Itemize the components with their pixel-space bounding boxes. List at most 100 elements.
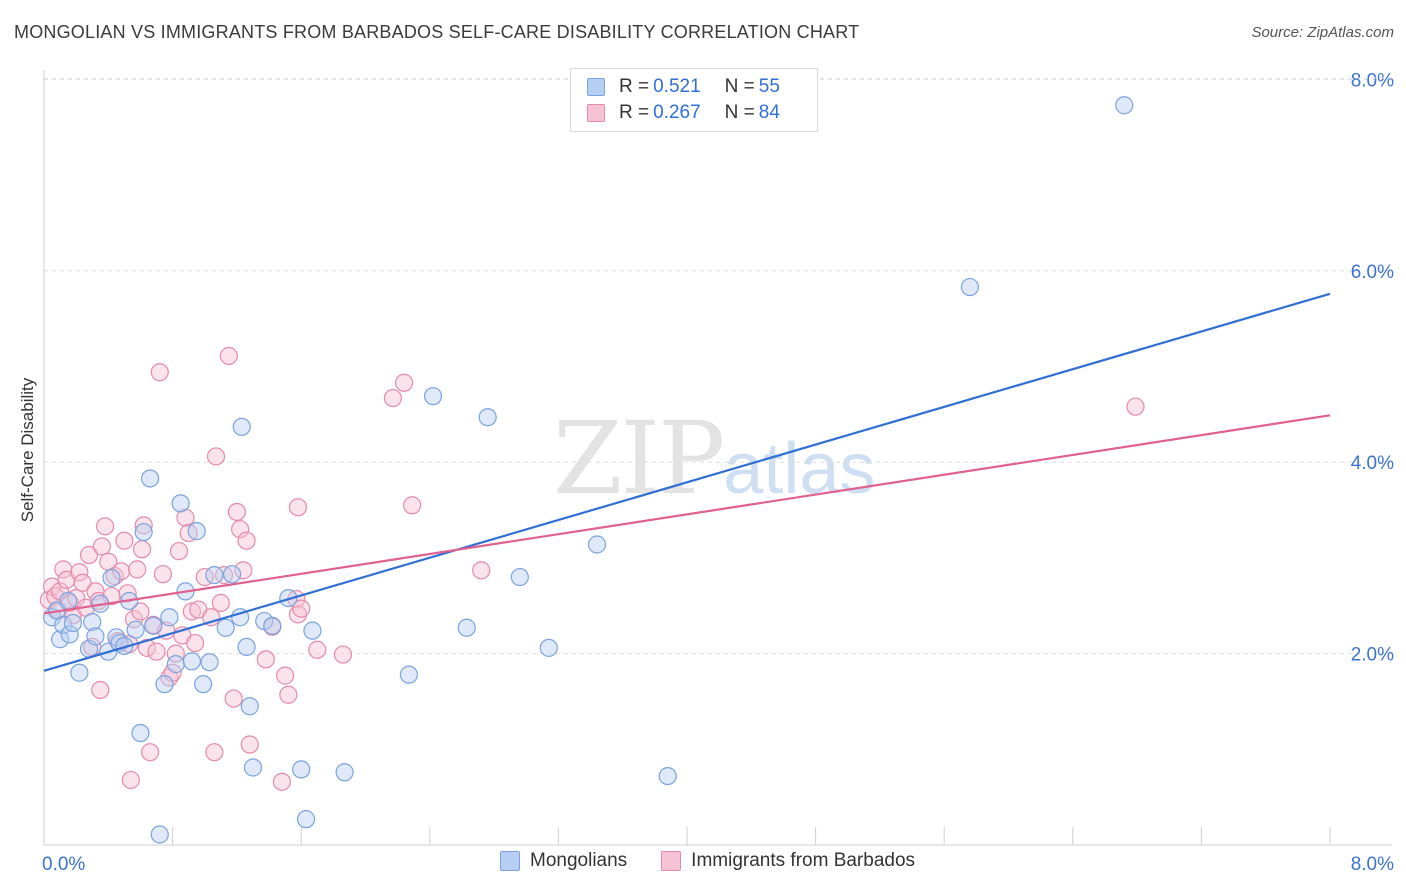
point-barbados bbox=[288, 498, 308, 517]
legend-swatch-blue bbox=[500, 851, 520, 871]
point-barbados bbox=[219, 346, 238, 366]
point-mongolians bbox=[194, 675, 213, 694]
legend-swatch-pink bbox=[587, 104, 605, 122]
point-barbados bbox=[206, 447, 226, 466]
point-mongolians bbox=[263, 616, 282, 635]
watermark-zip: ZIP bbox=[553, 400, 725, 517]
point-mongolians bbox=[83, 612, 102, 632]
point-mongolians bbox=[144, 616, 163, 635]
point-mongolians bbox=[423, 387, 443, 406]
point-mongolians bbox=[134, 522, 153, 542]
x-tick-label: 8.0% bbox=[1351, 854, 1394, 875]
point-mongolians bbox=[292, 760, 311, 779]
y-tick-label: 8.0% bbox=[1351, 70, 1394, 91]
point-mongolians bbox=[131, 723, 150, 743]
point-barbados bbox=[92, 537, 111, 556]
point-barbados bbox=[186, 633, 205, 653]
legend-row-mongolians: R = 0.521 N = 55 bbox=[587, 74, 780, 100]
point-barbados bbox=[132, 540, 152, 559]
legend-swatch-blue bbox=[587, 78, 605, 96]
point-mongolians bbox=[86, 627, 105, 646]
point-mongolians bbox=[240, 697, 259, 716]
r-value-barbados: 0.267 bbox=[653, 102, 701, 123]
point-mongolians bbox=[160, 608, 179, 627]
point-mongolians bbox=[102, 568, 121, 588]
point-mongolians bbox=[140, 469, 160, 488]
point-mongolians bbox=[182, 652, 201, 671]
n-value-mongolians: 55 bbox=[758, 76, 780, 97]
point-barbados bbox=[272, 772, 292, 791]
trendline-mongolians bbox=[43, 292, 1331, 672]
point-barbados bbox=[211, 593, 230, 612]
point-mongolians bbox=[232, 417, 251, 436]
point-mongolians bbox=[658, 766, 677, 786]
r-value-mongolians: 0.521 bbox=[653, 76, 701, 97]
point-barbados bbox=[169, 542, 189, 561]
legend-item-mongolians[interactable]: Mongolians bbox=[500, 850, 627, 872]
point-barbados bbox=[205, 743, 224, 762]
point-barbados bbox=[140, 743, 160, 762]
n-value-barbados: 84 bbox=[758, 102, 780, 123]
point-barbados bbox=[182, 602, 201, 621]
legend-item-barbados[interactable]: Immigrants from Barbados bbox=[661, 850, 915, 872]
point-barbados bbox=[150, 363, 169, 382]
point-barbados bbox=[91, 680, 110, 700]
point-mongolians bbox=[296, 810, 316, 829]
point-barbados bbox=[237, 531, 256, 550]
r-label: R = bbox=[619, 102, 650, 123]
legend-label-mongolians: Mongolians bbox=[530, 850, 628, 871]
trendline-barbados bbox=[43, 414, 1331, 615]
series-legend: Mongolians Immigrants from Barbados bbox=[500, 850, 949, 872]
point-mongolians bbox=[587, 535, 607, 554]
point-barbados bbox=[118, 584, 137, 603]
point-barbados bbox=[292, 599, 311, 618]
point-mongolians bbox=[243, 758, 263, 777]
point-mongolians bbox=[171, 494, 190, 513]
point-mongolians bbox=[303, 621, 322, 640]
point-barbados bbox=[112, 562, 131, 581]
point-mongolians bbox=[335, 763, 354, 782]
n-label: N = bbox=[724, 76, 755, 97]
point-barbados bbox=[79, 545, 99, 565]
y-tick-label: 6.0% bbox=[1351, 262, 1394, 283]
point-mongolians bbox=[50, 630, 70, 649]
point-barbados bbox=[1126, 397, 1145, 416]
point-mongolians bbox=[1115, 96, 1134, 115]
point-mongolians bbox=[478, 408, 497, 427]
point-mongolians bbox=[200, 653, 219, 672]
point-mongolians bbox=[510, 567, 529, 587]
chart-title: MONGOLIAN VS IMMIGRANTS FROM BARBADOS SE… bbox=[14, 22, 860, 42]
point-mongolians bbox=[60, 625, 79, 644]
point-barbados bbox=[227, 502, 246, 522]
point-barbados bbox=[153, 565, 173, 584]
point-barbados bbox=[276, 666, 295, 685]
point-barbados bbox=[279, 685, 298, 704]
point-barbados bbox=[403, 496, 422, 515]
legend-label-barbados: Immigrants from Barbados bbox=[691, 850, 916, 871]
point-barbados bbox=[121, 770, 140, 790]
point-mongolians bbox=[222, 565, 242, 584]
point-mongolians bbox=[237, 637, 256, 657]
watermark: ZIPatlas bbox=[553, 400, 875, 517]
point-mongolians bbox=[70, 663, 89, 682]
source-label: Source: ZipAtlas.com bbox=[1251, 24, 1394, 41]
point-mongolians bbox=[187, 522, 206, 541]
point-barbados bbox=[128, 560, 147, 579]
point-barbados bbox=[115, 531, 134, 550]
legend-swatch-pink bbox=[661, 851, 682, 871]
point-mongolians bbox=[539, 638, 558, 657]
point-barbados bbox=[176, 508, 195, 527]
y-tick-label: 4.0% bbox=[1351, 453, 1394, 474]
point-mongolians bbox=[115, 636, 134, 656]
point-barbados bbox=[70, 563, 89, 582]
point-barbados bbox=[288, 605, 308, 624]
point-mongolians bbox=[205, 566, 224, 585]
y-axis-label: Self-Care Disability bbox=[18, 377, 37, 523]
point-barbados bbox=[224, 689, 243, 708]
point-barbados bbox=[394, 373, 414, 392]
point-barbados bbox=[383, 388, 402, 408]
point-mongolians bbox=[150, 825, 169, 844]
point-barbados bbox=[95, 517, 115, 536]
point-barbados bbox=[137, 638, 156, 657]
point-barbados bbox=[234, 561, 253, 580]
